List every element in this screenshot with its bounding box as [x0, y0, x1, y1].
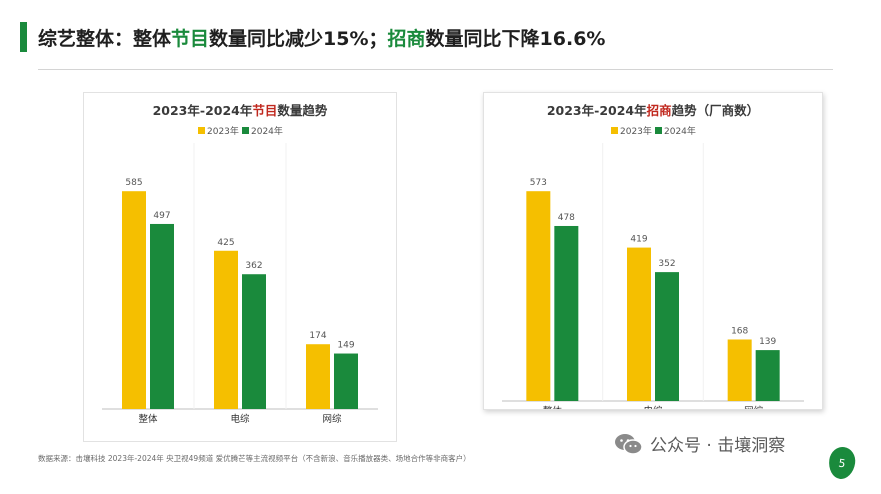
data-label: 573 — [530, 178, 547, 188]
chart-title-highlight: 招商 — [647, 103, 672, 118]
data-label: 352 — [658, 259, 675, 269]
bar-2023年-整体 — [526, 191, 551, 401]
page-title: 综艺整体：整体节目数量同比减少15%；招商数量同比下降16.6% — [38, 24, 605, 51]
data-source-note: 数据来源：击壤科技 2023年-2024年 央卫视49频道 爱优腾芒等主流视频平… — [38, 454, 471, 463]
chart-title: 2023年-2024年招商趋势（厂商数） — [547, 103, 759, 118]
title-text-3: 数量同比下降16.6% — [425, 28, 606, 50]
legend-swatch-2024年 — [655, 127, 662, 134]
header-divider — [38, 69, 833, 70]
program-count-chart-panel: 2023年-2024年节目数量趋势 2023年 2024年 585 497 整体 425 36… — [83, 92, 397, 442]
chart-title: 2023年-2024年节目数量趋势 — [153, 103, 328, 118]
legend-swatch-2024年 — [242, 127, 249, 134]
legend-swatch-2023年 — [198, 127, 205, 134]
wechat-icon — [615, 433, 643, 455]
category-label: 网综 — [744, 405, 764, 409]
chart-title-highlight: 节目 — [252, 103, 277, 118]
bar-2023年-网综 — [727, 339, 752, 401]
bar-2023年-网综 — [306, 344, 330, 409]
bar-2024年-网综 — [755, 350, 780, 401]
chart-title-suffix: 趋势（厂商数） — [672, 103, 760, 118]
bar-2023年-电综 — [627, 247, 651, 401]
sponsor-count-chart: 2023年-2024年招商趋势（厂商数） 2023年 2024年 573 478 整体 41… — [502, 103, 804, 409]
bar-2023年-整体 — [122, 191, 146, 409]
legend-label: 2024年 — [251, 125, 283, 137]
category-label: 网综 — [322, 413, 342, 425]
bar-2024年-电综 — [242, 274, 266, 409]
category-label: 整体 — [138, 413, 158, 425]
title-highlight-sponsors: 招商 — [387, 28, 426, 50]
program-count-chart: 2023年-2024年节目数量趋势 2023年 2024年 585 497 整体 425 36… — [102, 103, 378, 425]
title-highlight-programs: 节目 — [171, 28, 210, 50]
bar-2024年-电综 — [655, 272, 679, 401]
legend-swatch-2023年 — [611, 127, 618, 134]
data-label: 174 — [309, 331, 326, 341]
wechat-account-label: 公众号 · 击壤洞察 — [614, 431, 785, 456]
legend-label: 2023年 — [207, 125, 239, 137]
data-label: 419 — [630, 235, 647, 245]
bar-2024年-整体 — [554, 225, 579, 401]
data-label: 139 — [759, 337, 776, 347]
data-label: 497 — [153, 211, 170, 221]
title-text-1: 综艺整体：整体 — [38, 28, 172, 50]
data-label: 149 — [337, 341, 354, 351]
page-number: 5 — [826, 445, 858, 481]
category-label: 整体 — [543, 405, 563, 409]
legend-label: 2023年 — [620, 125, 652, 137]
data-label: 425 — [217, 238, 234, 248]
chart-title-prefix: 2023年-2024年 — [547, 103, 647, 118]
wechat-label-text: 公众号 · 击壤洞察 — [650, 436, 786, 456]
chart-title-prefix: 2023年-2024年 — [153, 103, 253, 118]
legend-label: 2024年 — [664, 125, 696, 137]
category-label: 电综 — [643, 405, 663, 409]
data-label: 168 — [731, 326, 748, 336]
data-label: 585 — [125, 178, 142, 188]
title-accent-bar — [20, 22, 27, 52]
chart-legend: 2023年 2024年 — [198, 125, 283, 137]
title-text-2: 数量同比减少15%； — [209, 28, 388, 50]
data-label: 478 — [558, 213, 575, 223]
category-label: 电综 — [230, 413, 250, 425]
chart-legend: 2023年 2024年 — [611, 125, 696, 137]
bar-2024年-网综 — [334, 353, 358, 409]
bar-2023年-电综 — [214, 250, 238, 409]
bar-2024年-整体 — [150, 223, 174, 409]
sponsor-count-chart-panel: 2023年-2024年招商趋势（厂商数） 2023年 2024年 573 478 整体 41… — [483, 92, 823, 410]
data-label: 362 — [245, 261, 262, 271]
chart-title-suffix: 数量趋势 — [276, 103, 328, 118]
